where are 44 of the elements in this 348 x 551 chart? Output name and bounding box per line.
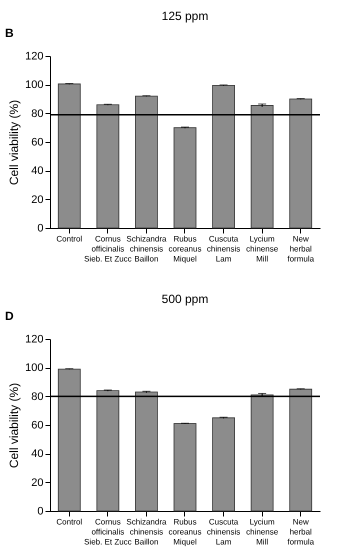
x-tick-label: Lycium chinense Mill [246,518,279,546]
bar [135,392,158,512]
x-tick-label: Rubus coreanus Miquel [168,518,202,546]
y-tick-label: 60 [31,136,44,148]
x-tick-label: Cuscuta chinensis Lam [206,234,240,264]
x-tick-label: Lycium chinense Mill [246,234,279,264]
y-tick-label: 100 [25,79,44,92]
y-tick-label: 20 [31,194,44,206]
y-tick-label: 0 [37,506,44,518]
bar [289,98,312,228]
x-tick-label: Control [56,518,82,526]
bar [212,84,235,228]
y-tick-label: 100 [25,362,44,374]
bar [96,104,120,228]
x-tick-label: Rubus coreanus Miquel [168,234,202,264]
chart-title: 125 ppm [162,9,208,23]
y-tick-label: 60 [31,420,44,432]
bar [58,368,81,512]
y-tick-label: 0 [37,222,44,234]
bar [174,127,196,228]
y-tick-label: 40 [31,165,44,178]
y-tick-label: 40 [31,448,44,460]
bar [212,417,235,512]
text: B [5,26,14,40]
x-tick-label: Control [56,234,82,244]
x-tick-label: New herbal formula [287,234,315,264]
bar [250,394,274,512]
bar [96,390,120,512]
bar [135,96,158,228]
bar [174,423,196,512]
y-tick-label: 120 [25,50,44,62]
bar [289,388,312,512]
x-tick-label: New herbal formula [287,518,315,546]
y-axis-title: Cell viability (%) [7,382,22,468]
y-axis-title: Cell viability (%) [7,100,22,186]
y-tick-label: 80 [31,390,44,403]
y-tick-label: 80 [31,108,44,120]
y-tick-label: 20 [31,476,44,489]
y-tick-label: 120 [25,334,44,346]
text: D [5,309,14,323]
chart-title: 500 ppm [162,292,208,306]
bar [250,105,274,228]
x-tick-label: Cuscuta chinensis Lam [206,518,240,546]
bar [58,84,81,228]
